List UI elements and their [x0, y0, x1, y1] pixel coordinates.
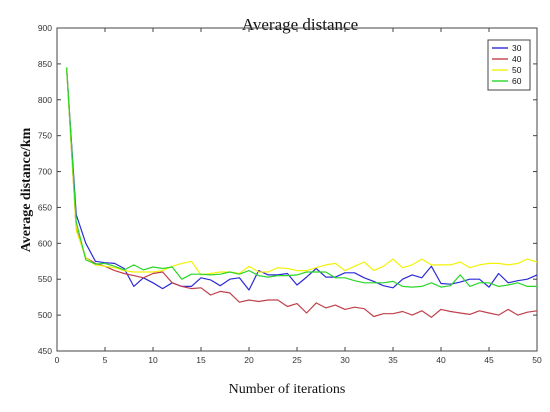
x-tick-label: 30 [340, 355, 350, 365]
series-line-60 [66, 67, 537, 288]
y-tick-label: 900 [38, 23, 52, 33]
x-axis-label: Number of iterations [229, 382, 346, 397]
series-line-40 [66, 67, 538, 318]
y-tick-label: 650 [38, 202, 52, 212]
series-lines [66, 67, 538, 318]
legend-label-40: 40 [512, 54, 522, 64]
x-tick-label: 50 [532, 355, 542, 365]
y-tick-label: 850 [38, 59, 52, 69]
y-tick-label: 550 [38, 274, 52, 284]
legend-label-60: 60 [512, 76, 522, 86]
series-line-30 [66, 67, 538, 291]
x-tick-label: 15 [196, 355, 206, 365]
y-tick-label: 500 [38, 310, 52, 320]
y-axis-label: Average distance/km [19, 127, 34, 252]
x-tick-label: 0 [55, 355, 60, 365]
x-tick-label: 5 [103, 355, 108, 365]
y-tick-label: 700 [38, 167, 52, 177]
legend-label-30: 30 [512, 43, 522, 53]
x-axis: 0 5 10 15 20 25 30 35 40 45 50 [55, 28, 542, 365]
x-tick-label: 20 [244, 355, 254, 365]
y-tick-label: 800 [38, 95, 52, 105]
x-tick-label: 40 [436, 355, 446, 365]
x-tick-label: 10 [148, 355, 158, 365]
y-tick-label: 450 [38, 346, 52, 356]
chart-title: Average distance [242, 15, 358, 34]
y-tick-label: 750 [38, 131, 52, 141]
x-tick-label: 45 [484, 355, 494, 365]
legend-label-50: 50 [512, 65, 522, 75]
y-axis: 450 500 550 600 650 700 750 800 850 900 [38, 23, 537, 356]
series-line-50 [66, 67, 538, 276]
x-tick-label: 25 [292, 355, 302, 365]
y-tick-label: 600 [38, 238, 52, 248]
x-tick-label: 35 [388, 355, 398, 365]
